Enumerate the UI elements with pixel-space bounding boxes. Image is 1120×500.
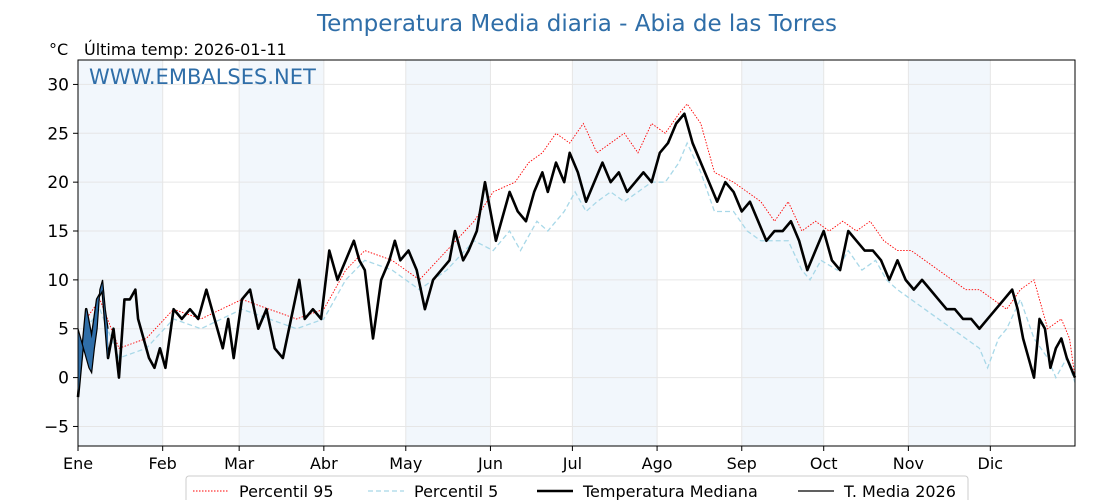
x-tick-label: Feb [149,454,177,473]
x-tick-label: May [389,454,422,473]
series-line [77,279,109,375]
month-band [908,60,991,446]
y-tick-label: 20 [47,173,69,193]
y-axis-ticks: −5 0 5 10 15 20 25 30 [44,75,78,437]
month-band [572,60,658,446]
plot-frame [77,59,1076,447]
series-fill [78,279,109,398]
unit-label: °C [49,40,68,59]
y-tick-label: −5 [44,417,69,437]
x-tick-label: Ago [642,454,673,473]
y-tick-label: 10 [47,271,69,291]
series-lines [76,103,1077,398]
x-tick-label: Oct [810,454,838,473]
legend-label: Temperatura Mediana [582,482,758,500]
x-tick-label: Ene [63,454,93,473]
month-band [741,60,824,446]
y-tick-label: 0 [58,369,69,389]
chart-title: Temperatura Media diaria - Abia de las T… [316,11,837,37]
y-tick-label: 15 [47,222,69,242]
x-tick-label: Jul [562,454,582,473]
month-band [78,60,163,446]
y-tick-label: 5 [58,320,69,340]
legend-label: Percentil 95 [239,482,334,500]
month-band [405,60,491,446]
month-band [239,60,324,446]
last-temp-label: Última temp: 2026-01-11 [84,40,287,59]
legend: Percentil 95 Percentil 5 Temperatura Media… [185,475,969,500]
series-line [76,112,1077,398]
y-tick-label: 25 [47,124,69,144]
x-tick-label: Jun [477,454,503,473]
x-tick-label: Dic [978,454,1004,473]
watermark: WWW.EMBALSES.NET [89,65,316,89]
x-tick-label: Abr [310,454,338,473]
legend-label: T. Media 2026 [843,482,956,500]
legend-label: Percentil 5 [414,482,498,500]
legend-box [185,475,969,500]
x-tick-label: Nov [893,454,924,473]
x-tick-label: Mar [224,454,255,473]
x-tick-label: Sep [727,454,757,473]
month-bands [78,60,991,446]
x-axis-ticks: Ene Feb Mar Abr May Jun Jul Ago Sep Oct Nov Dic [63,446,1003,473]
y-tick-label: 30 [47,75,69,95]
series-line [77,141,1076,393]
series-line [77,103,1076,393]
